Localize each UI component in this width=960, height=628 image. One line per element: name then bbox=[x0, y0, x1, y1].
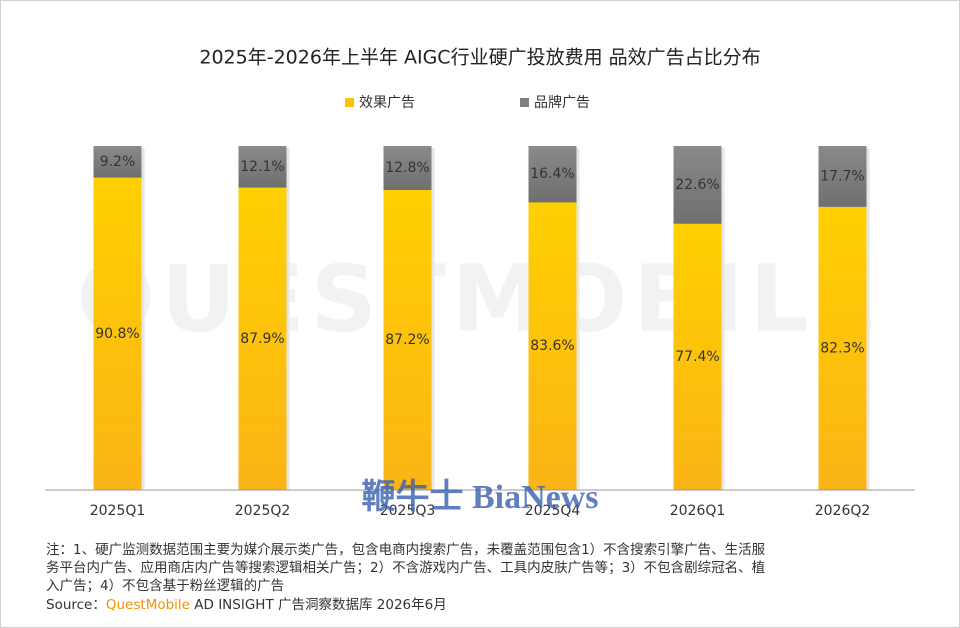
legend-swatch bbox=[520, 98, 529, 107]
data-label: 12.1% bbox=[240, 159, 284, 175]
bar-segment bbox=[673, 146, 722, 224]
bar-segment bbox=[93, 177, 142, 490]
data-label: 87.9% bbox=[240, 331, 284, 347]
data-label: 87.2% bbox=[385, 332, 429, 348]
bar-segment bbox=[238, 187, 287, 490]
source-rest: AD INSIGHT 广告洞察数据库 2026年6月 bbox=[190, 596, 447, 613]
x-tick-label: 2025Q2 bbox=[235, 503, 291, 519]
data-label: 17.7% bbox=[820, 168, 864, 184]
chart-title: 2025年-2026年上半年 AIGC行业硬广投放费用 品效广告占比分布 bbox=[199, 47, 760, 69]
bar-segment bbox=[383, 190, 432, 491]
bar-segment bbox=[673, 223, 722, 490]
source: Source：QuestMobile AD INSIGHT 广告洞察数据库 20… bbox=[46, 596, 447, 613]
bar-segment bbox=[528, 146, 577, 203]
bar-segment bbox=[383, 146, 432, 191]
legend-label: 效果广告 bbox=[359, 95, 415, 111]
plot: 效果广告 品牌广告 90.8% 9.2% 2025Q1 87.9% 12.1% 2025Q2 8… bbox=[45, 94, 915, 519]
bar-segment bbox=[528, 202, 577, 490]
bar-segment bbox=[238, 146, 287, 188]
source-brand: QuestMobile bbox=[106, 597, 190, 613]
bar-segment bbox=[818, 146, 867, 207]
watermark: 鞭牛士 BiaNews bbox=[361, 478, 598, 516]
x-tick-label: 2026Q1 bbox=[670, 503, 726, 519]
x-tick-label: 2025Q4 bbox=[525, 503, 581, 519]
legend-swatch bbox=[345, 98, 354, 107]
data-label: 77.4% bbox=[675, 349, 719, 365]
data-label: 16.4% bbox=[530, 166, 574, 182]
note-line: 入广告；4）不包含基于粉丝逻辑的广告 bbox=[46, 577, 284, 594]
watermark: QUESTMOBILE bbox=[77, 245, 883, 352]
x-tick-label: 2025Q3 bbox=[380, 503, 436, 519]
x-tick-label: 2026Q2 bbox=[815, 503, 871, 519]
data-label: 90.8% bbox=[95, 326, 139, 342]
data-label: 83.6% bbox=[530, 338, 574, 354]
legend-label: 品牌广告 bbox=[534, 94, 590, 111]
data-label: 12.8% bbox=[385, 160, 429, 176]
x-tick-label: 2025Q1 bbox=[90, 503, 146, 519]
bar-segment bbox=[818, 206, 867, 490]
bar-segment bbox=[93, 146, 142, 178]
data-label: 82.3% bbox=[820, 340, 864, 356]
source-label: Source： bbox=[46, 597, 106, 613]
note-line: 务平台内广告、应用商店内广告等搜索逻辑相关广告；2）不含游戏内广告、工具内皮肤广… bbox=[46, 559, 765, 576]
note-line: 注：1、硬广监测数据范围主要为媒介展示类广告，包含电商内搜索广告，未覆盖范围包含… bbox=[46, 542, 766, 558]
data-label: 22.6% bbox=[675, 177, 719, 193]
data-label: 9.2% bbox=[100, 154, 136, 170]
